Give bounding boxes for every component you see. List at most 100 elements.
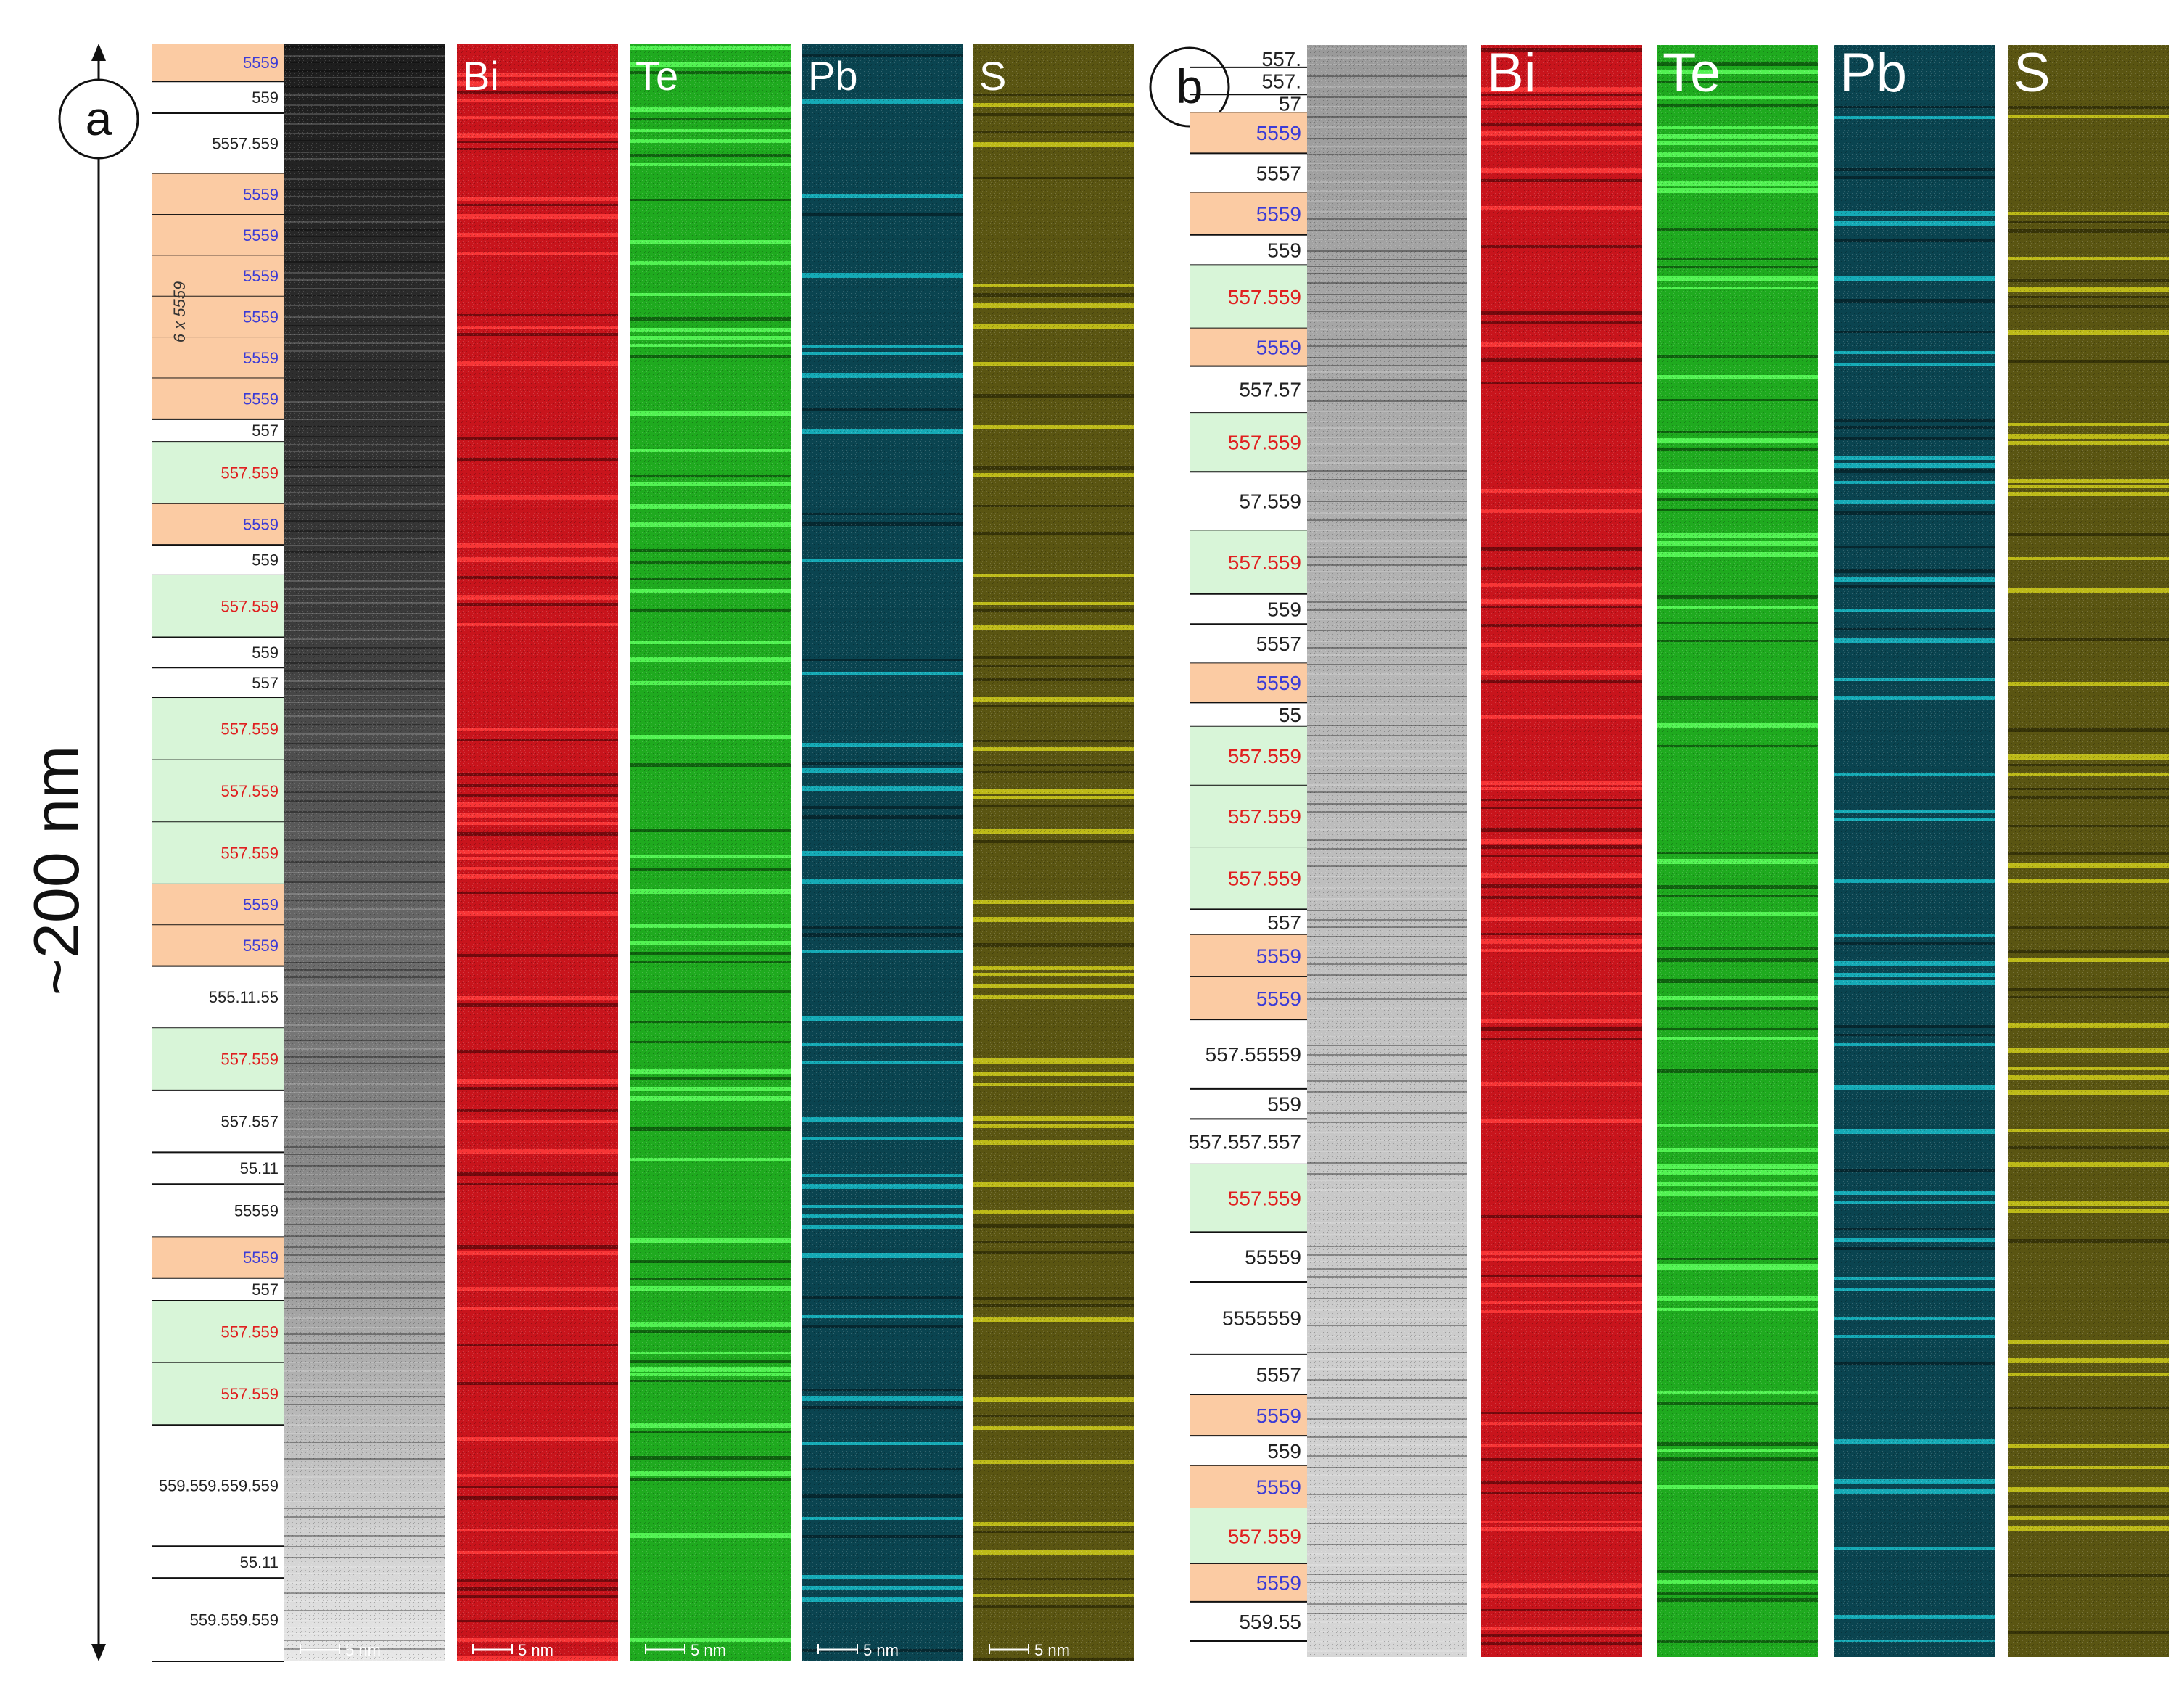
layer-label-row: 559 [1190, 239, 1307, 266]
layer-label: 557.559 [221, 844, 279, 863]
panel-b-haadf [1307, 45, 1467, 1657]
green-block [1190, 847, 1307, 910]
orange-block [152, 337, 284, 379]
channel-label: Bi [1487, 42, 1536, 104]
layer-label: 55559 [1245, 1246, 1301, 1269]
green-block [1190, 413, 1307, 472]
orange-block [152, 255, 284, 297]
orange-block [1190, 1563, 1307, 1602]
green-block [1190, 1508, 1307, 1564]
layer-label-row: 5559 [1190, 976, 1307, 1021]
orange-block [152, 44, 284, 82]
layer-label-row: 5559 [1190, 663, 1307, 704]
layer-label: 557 [252, 422, 279, 440]
layer-label: 55.11 [240, 1159, 279, 1177]
layer-label-row: 557.559 [1190, 785, 1307, 849]
layer-label-row: 557.559 [1190, 1164, 1307, 1233]
layer-label: 5559 [1256, 672, 1301, 694]
layer-label-row: 557.559 [1190, 726, 1307, 786]
layer-label: 557 [252, 1280, 279, 1299]
channel-label: S [979, 53, 1006, 99]
layer-label: 557.559 [1228, 551, 1301, 574]
layer-label-row: 557.559 [1190, 1508, 1307, 1565]
layer-label-row: 5559 [152, 44, 284, 83]
orange-block [1190, 192, 1307, 235]
layer-label: 559 [252, 551, 279, 569]
layer-label: 557.559 [221, 464, 279, 482]
layer-label-row: 5559 [1190, 1465, 1307, 1509]
scale-bar: 5 nm [817, 1641, 899, 1659]
panel-a-layer-labels: 5559 559 5557.559 5559 5559 5559 5559 5559 5559 5… [152, 44, 284, 1662]
panel-b-te-map: Te [1657, 42, 1818, 1657]
layer-label: 559 [1267, 239, 1301, 261]
noise-overlay [457, 44, 618, 1661]
panel-b-s-map: S [2008, 42, 2169, 1657]
scale-bar-label: 5 nm [691, 1641, 726, 1659]
scale-bar: 5 nm [645, 1641, 726, 1659]
green-block [152, 442, 284, 504]
layer-label: 5559 [243, 226, 279, 244]
orange-block [1190, 663, 1307, 703]
layer-label-row: 557.559 [1190, 413, 1307, 473]
layer-label-row: 557.559 [152, 760, 284, 823]
layer-label-row: 557. [1190, 70, 1307, 96]
layer-label: 559.559.559.559 [159, 1476, 279, 1494]
scale-arrow-head-up-icon [91, 44, 106, 61]
panel-a-te-map: Te 5 nm [630, 44, 791, 1661]
layer-label: 559 [1267, 598, 1301, 620]
panel-b-pb-map: Pb [1834, 42, 1995, 1657]
layer-label: 557 [1267, 911, 1301, 934]
panel-a-letter-text: a [86, 91, 112, 145]
channel-label: Pb [808, 53, 858, 99]
layer-label-row: 555.11.55 [152, 988, 284, 1029]
orange-block [1190, 976, 1307, 1020]
layer-label: 5559 [1256, 945, 1301, 968]
layer-label-row: 55559 [1190, 1246, 1307, 1283]
orange-block [152, 1237, 284, 1278]
layer-label: 5557 [1256, 1364, 1301, 1386]
orange-block [152, 214, 284, 256]
layer-label: 557.55559 [1206, 1043, 1301, 1066]
layer-label-row: 5559 [1190, 112, 1307, 155]
scale-bar: 5 nm [300, 1641, 381, 1659]
layer-label: 559 [252, 643, 279, 662]
noise-overlay [1307, 45, 1467, 1657]
noise-overlay [284, 44, 445, 1661]
layer-label: 557. [1262, 70, 1302, 92]
layer-label-row: 557.557.557 [1188, 1130, 1307, 1165]
channel-label: Pb [1839, 42, 1907, 104]
layer-label: 55559 [234, 1202, 279, 1220]
layer-label: 57 [1279, 93, 1301, 115]
layer-label-row: 559 [1190, 1440, 1307, 1467]
layer-label-row: 5557 [1190, 633, 1307, 665]
channel-label: Te [635, 53, 678, 99]
layer-label-row: 5559 [1190, 934, 1307, 978]
panel-b-strips: Bi Te Pb S [1307, 42, 2169, 1657]
panel-a-pb-map: Pb 5 nm [802, 44, 963, 1661]
layer-label-row: 559.559.559.559 [152, 1476, 284, 1547]
channel-label: Te [1662, 42, 1721, 104]
orange-block [152, 378, 284, 419]
layer-label-row: 55.11 [152, 1553, 284, 1579]
layer-label-row: 5557 [1190, 1364, 1307, 1397]
layer-label: 557.559 [1228, 1187, 1301, 1209]
layer-label-row: 5559 [152, 378, 284, 420]
noise-overlay [1834, 45, 1995, 1657]
layer-label-row: 5559 [152, 925, 284, 967]
layer-label-row: 5559 [152, 503, 284, 546]
layer-label-row: 5559 [152, 173, 284, 215]
scale-bar-label: 5 nm [518, 1641, 553, 1659]
layer-label-row: 5559 [152, 884, 284, 926]
layer-label: 5559 [243, 1249, 279, 1267]
panel-b-bi-map: Bi [1481, 42, 1642, 1657]
layer-label-row: 557 [1190, 911, 1307, 936]
layer-label: 559.55 [1239, 1611, 1301, 1633]
layer-label-row: 557.559 [152, 575, 284, 638]
noise-overlay [973, 44, 1134, 1661]
orange-block [1190, 934, 1307, 977]
layer-label-row: 557 [152, 1280, 284, 1302]
layer-label: 559 [252, 89, 279, 107]
green-block [152, 1028, 284, 1090]
layer-label: 5559 [243, 896, 279, 914]
panel-b-layer-labels: 557.557.57555955575559559557.5595559557.… [1188, 48, 1307, 1642]
